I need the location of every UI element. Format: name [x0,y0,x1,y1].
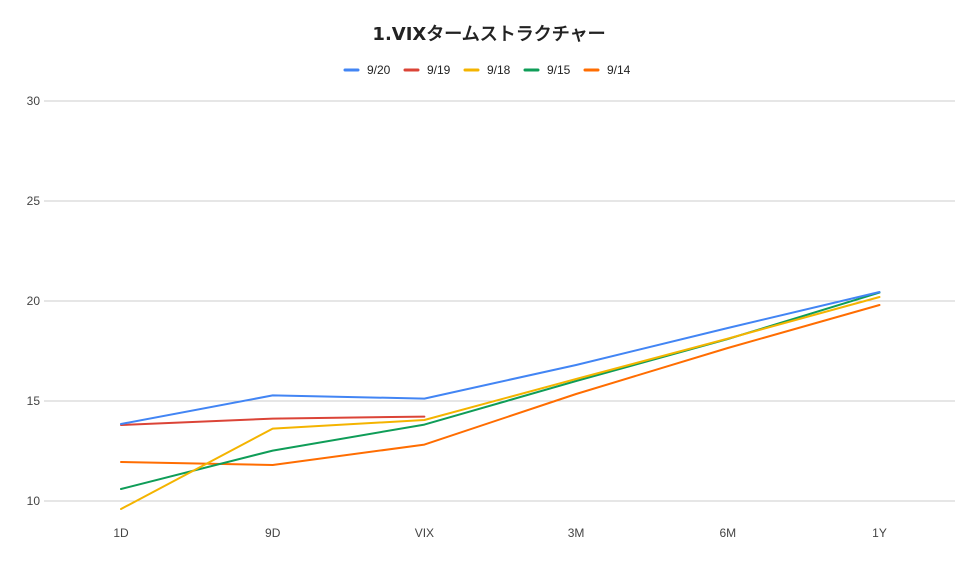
x-tick-label: 9D [265,526,281,540]
legend-item[interactable]: 9/20 [343,63,391,77]
y-tick-label: 10 [27,494,41,508]
y-tick-label: 25 [27,194,41,208]
legend-item[interactable]: 9/19 [403,63,451,77]
legend-label: 9/15 [547,63,571,77]
x-tick-label: 1D [113,526,129,540]
x-tick-label: 6M [719,526,736,540]
y-axis: 10 15 20 25 30 [27,94,41,508]
legend-item[interactable]: 9/14 [583,63,631,77]
legend-label: 9/14 [607,63,631,77]
legend-item[interactable]: 9/18 [463,63,511,77]
series-line-9-14 [120,304,881,466]
series-lines [120,291,881,510]
series-line-9-20 [120,291,881,425]
chart-title: 1.VIXタームストラクチャー [372,24,605,45]
x-tick-label: 1Y [872,526,887,540]
series-line-9-19 [120,415,426,426]
legend-label: 9/20 [367,63,391,77]
y-tick-label: 20 [27,294,41,308]
series-line-9-15 [120,291,881,490]
y-tick-label: 15 [27,394,41,408]
x-tick-label: 3M [568,526,585,540]
y-tick-label: 30 [27,94,41,108]
legend-label: 9/19 [427,63,451,77]
series-line-9-18 [120,296,881,510]
x-axis: 1D 9D VIX 3M 6M 1Y [113,526,887,540]
x-tick-label: VIX [415,526,434,540]
legend-label: 9/18 [487,63,511,77]
grid [44,100,955,502]
legend: 9/20 9/19 9/18 9/15 9/14 [343,63,631,77]
legend-item[interactable]: 9/15 [523,63,571,77]
